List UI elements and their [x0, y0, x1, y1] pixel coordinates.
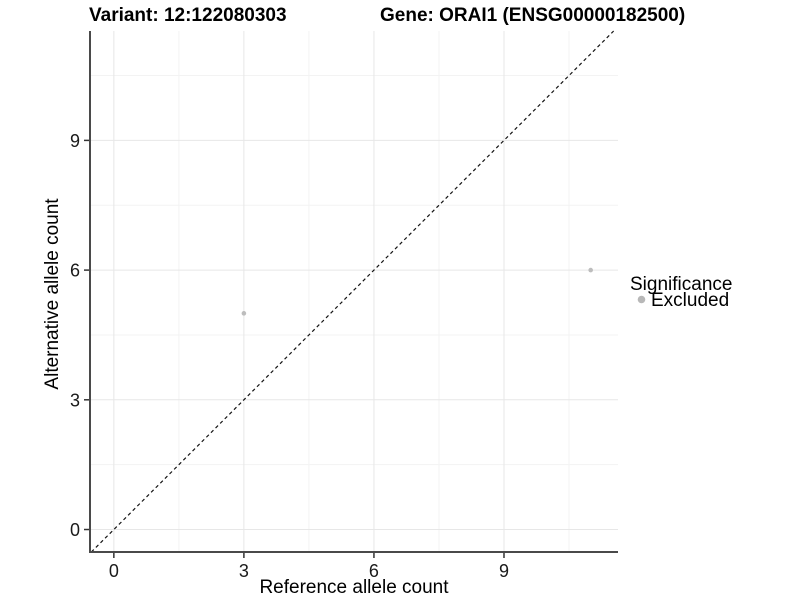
data-point — [588, 267, 593, 273]
x-tick-label: 0 — [109, 561, 119, 581]
identity-line — [90, 30, 615, 553]
plot-title-gene: Gene: ORAI1 (ENSG00000182500) — [380, 5, 685, 26]
x-axis-title: Reference allele count — [259, 577, 449, 598]
data-points-group — [241, 267, 593, 316]
y-tick-label: 0 — [70, 520, 80, 540]
legend: Significance Excluded — [630, 274, 732, 311]
identity-dashed-line — [90, 30, 615, 553]
grid-minor-lines — [90, 31, 618, 552]
tick-marks-group — [84, 139, 505, 558]
data-point — [241, 311, 247, 316]
x-tick-label: 9 — [499, 561, 509, 581]
y-tick-label: 6 — [70, 261, 80, 281]
legend-key-excluded-dot-icon — [637, 295, 646, 304]
tick-labels-group: 0 3 6 9 0 3 6 9 — [70, 131, 509, 581]
axis-lines-group — [89, 31, 618, 553]
legend-label-excluded: Excluded — [651, 290, 729, 311]
grid-major-lines — [90, 31, 618, 552]
x-tick-label: 3 — [239, 561, 249, 581]
legend-title: Significance — [630, 274, 732, 295]
y-axis-title: Alternative allele count — [42, 198, 63, 390]
x-tick-label: 6 — [369, 561, 379, 581]
y-tick-label: 3 — [70, 390, 80, 410]
plot-title-variant: Variant: 12:122080303 — [89, 5, 287, 26]
y-tick-label: 9 — [70, 131, 80, 151]
